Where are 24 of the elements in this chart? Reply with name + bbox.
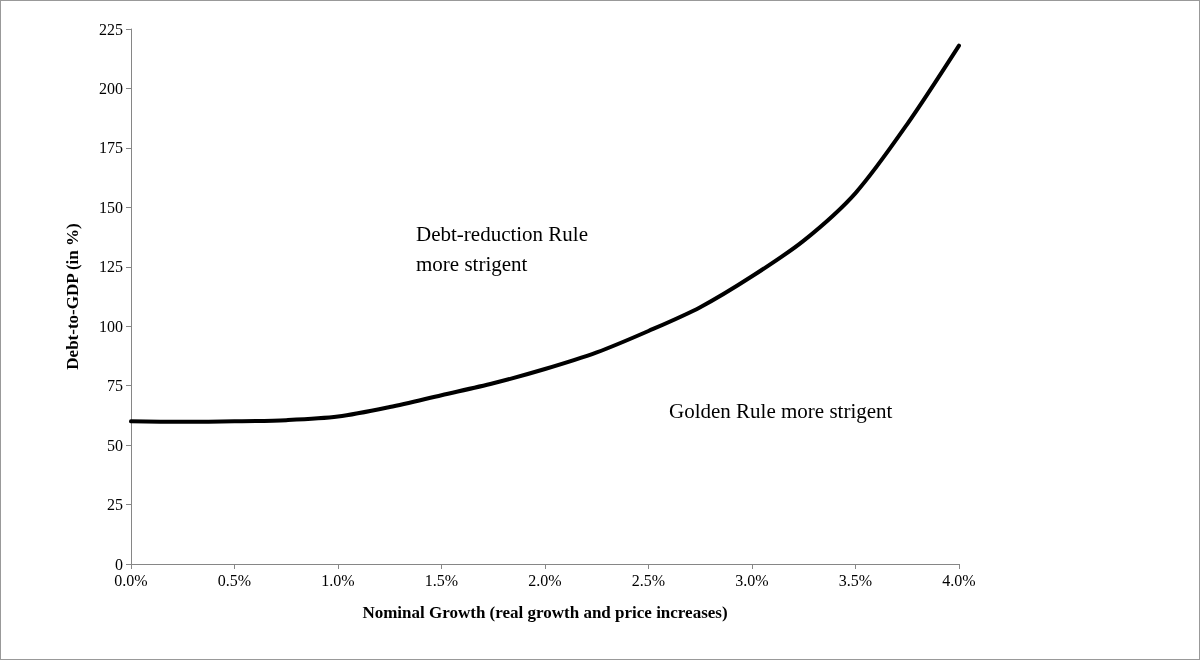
y-tick-label: 150 <box>99 198 123 216</box>
y-tick-label: 75 <box>107 377 123 395</box>
y-tick-label: 200 <box>99 79 123 97</box>
x-tick-label: 3.0% <box>735 571 769 589</box>
x-tick-label: 0.0% <box>114 571 148 589</box>
annotation: Golden Rule more strigent <box>669 399 893 423</box>
y-tick-label: 100 <box>99 317 123 335</box>
annotation: Debt-reduction Rule more strigent <box>416 222 589 276</box>
x-tick-label: 0.5% <box>217 571 252 589</box>
x-tick-label: 1.5% <box>424 571 459 589</box>
x-tick-label: 4.0% <box>942 571 976 589</box>
y-tick-label: 0 <box>115 555 123 573</box>
y-tick-label: 125 <box>99 258 123 276</box>
y-tick-label: 225 <box>99 20 123 38</box>
x-tick-label: 1.0% <box>321 571 355 589</box>
y-axis-title: Debt-to-GDP (in %) <box>63 223 82 370</box>
y-tick-label: 175 <box>99 139 123 157</box>
x-axis-title: Nominal Growth (real growth and price increases) <box>362 603 728 622</box>
y-tick-label: 25 <box>107 496 123 514</box>
y-tick-label: 50 <box>107 436 123 454</box>
line-series <box>129 43 961 424</box>
x-tick-label: 3.5% <box>838 571 873 589</box>
x-tick-label: 2.0% <box>528 571 562 589</box>
x-tick-label: 2.5% <box>631 571 666 589</box>
